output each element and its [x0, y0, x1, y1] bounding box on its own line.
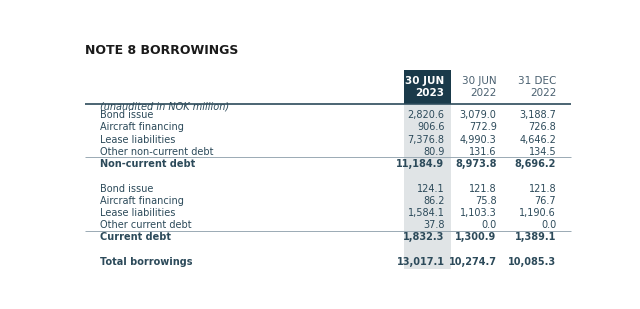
Text: 1,103.3: 1,103.3 — [460, 208, 497, 218]
Text: 2,820.6: 2,820.6 — [408, 110, 445, 120]
Bar — [404, 105, 451, 269]
Text: 1,389.1: 1,389.1 — [515, 232, 556, 242]
Text: Other non-current debt: Other non-current debt — [100, 147, 213, 157]
Text: 7,376.8: 7,376.8 — [408, 135, 445, 145]
Text: Total borrowings: Total borrowings — [100, 257, 193, 267]
Text: Lease liabilities: Lease liabilities — [100, 135, 175, 145]
Text: 0.0: 0.0 — [481, 220, 497, 230]
Text: 4,646.2: 4,646.2 — [519, 135, 556, 145]
Text: Current debt: Current debt — [100, 232, 171, 242]
Text: Bond issue: Bond issue — [100, 184, 153, 193]
Text: Aircraft financing: Aircraft financing — [100, 122, 184, 133]
Text: (unaudited in NOK million): (unaudited in NOK million) — [100, 101, 229, 111]
Text: Aircraft financing: Aircraft financing — [100, 196, 184, 206]
Text: 121.8: 121.8 — [469, 184, 497, 193]
Text: 134.5: 134.5 — [529, 147, 556, 157]
Text: Other current debt: Other current debt — [100, 220, 191, 230]
Text: 10,085.3: 10,085.3 — [508, 257, 556, 267]
Text: 13,017.1: 13,017.1 — [397, 257, 445, 267]
Text: 131.6: 131.6 — [469, 147, 497, 157]
Text: 11,184.9: 11,184.9 — [396, 159, 445, 169]
Text: 1,584.1: 1,584.1 — [408, 208, 445, 218]
Text: Lease liabilities: Lease liabilities — [100, 208, 175, 218]
Bar — [404, 70, 451, 104]
Text: 1,190.6: 1,190.6 — [520, 208, 556, 218]
Text: 10,274.7: 10,274.7 — [449, 257, 497, 267]
Text: 772.9: 772.9 — [468, 122, 497, 133]
Text: 37.8: 37.8 — [423, 220, 445, 230]
Text: 3,079.0: 3,079.0 — [460, 110, 497, 120]
Text: Bond issue: Bond issue — [100, 110, 153, 120]
Text: 75.8: 75.8 — [475, 196, 497, 206]
Text: 4,990.3: 4,990.3 — [460, 135, 497, 145]
Text: 80.9: 80.9 — [423, 147, 445, 157]
Text: 30 JUN
2023: 30 JUN 2023 — [405, 76, 445, 98]
Text: 121.8: 121.8 — [529, 184, 556, 193]
Text: 31 DEC
2022: 31 DEC 2022 — [518, 76, 556, 98]
Text: 0.0: 0.0 — [541, 220, 556, 230]
Text: 30 JUN
2022: 30 JUN 2022 — [462, 76, 497, 98]
Text: Non-current debt: Non-current debt — [100, 159, 195, 169]
Text: 3,188.7: 3,188.7 — [519, 110, 556, 120]
Text: 76.7: 76.7 — [534, 196, 556, 206]
Text: 8,696.2: 8,696.2 — [515, 159, 556, 169]
Text: 1,832.3: 1,832.3 — [403, 232, 445, 242]
Text: NOTE 8 BORROWINGS: NOTE 8 BORROWINGS — [85, 44, 238, 57]
Text: 726.8: 726.8 — [529, 122, 556, 133]
Text: 86.2: 86.2 — [423, 196, 445, 206]
Text: 1,300.9: 1,300.9 — [456, 232, 497, 242]
Text: 906.6: 906.6 — [417, 122, 445, 133]
Text: 124.1: 124.1 — [417, 184, 445, 193]
Text: 8,973.8: 8,973.8 — [455, 159, 497, 169]
